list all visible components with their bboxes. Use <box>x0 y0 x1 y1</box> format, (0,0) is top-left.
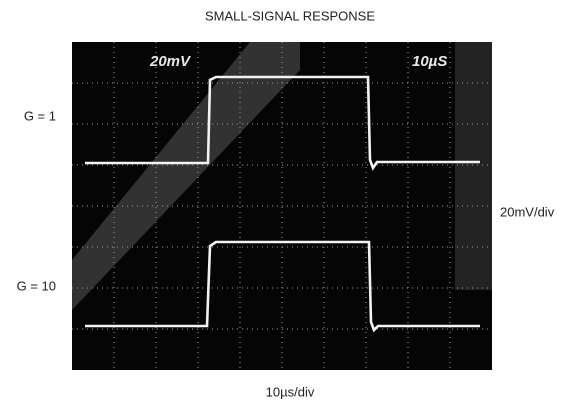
title: SMALL-SIGNAL RESPONSE <box>205 8 375 23</box>
screen-horizontal-readout: 10µS <box>412 53 447 70</box>
screen-vertical-readout: 20mV <box>149 53 192 70</box>
glare <box>455 42 492 290</box>
trace-label: G = 1 <box>24 108 56 123</box>
horizontal-scale: 10µs/div <box>266 384 315 399</box>
figure: 20mV 10µS SMALL-SIGNAL RESPONSE G = 1 G … <box>0 0 584 410</box>
trace-label: G = 10 <box>17 278 56 293</box>
vertical-scale: 20mV/div <box>500 204 555 219</box>
page: 20mV 10µS SMALL-SIGNAL RESPONSE G = 1 G … <box>0 0 584 410</box>
